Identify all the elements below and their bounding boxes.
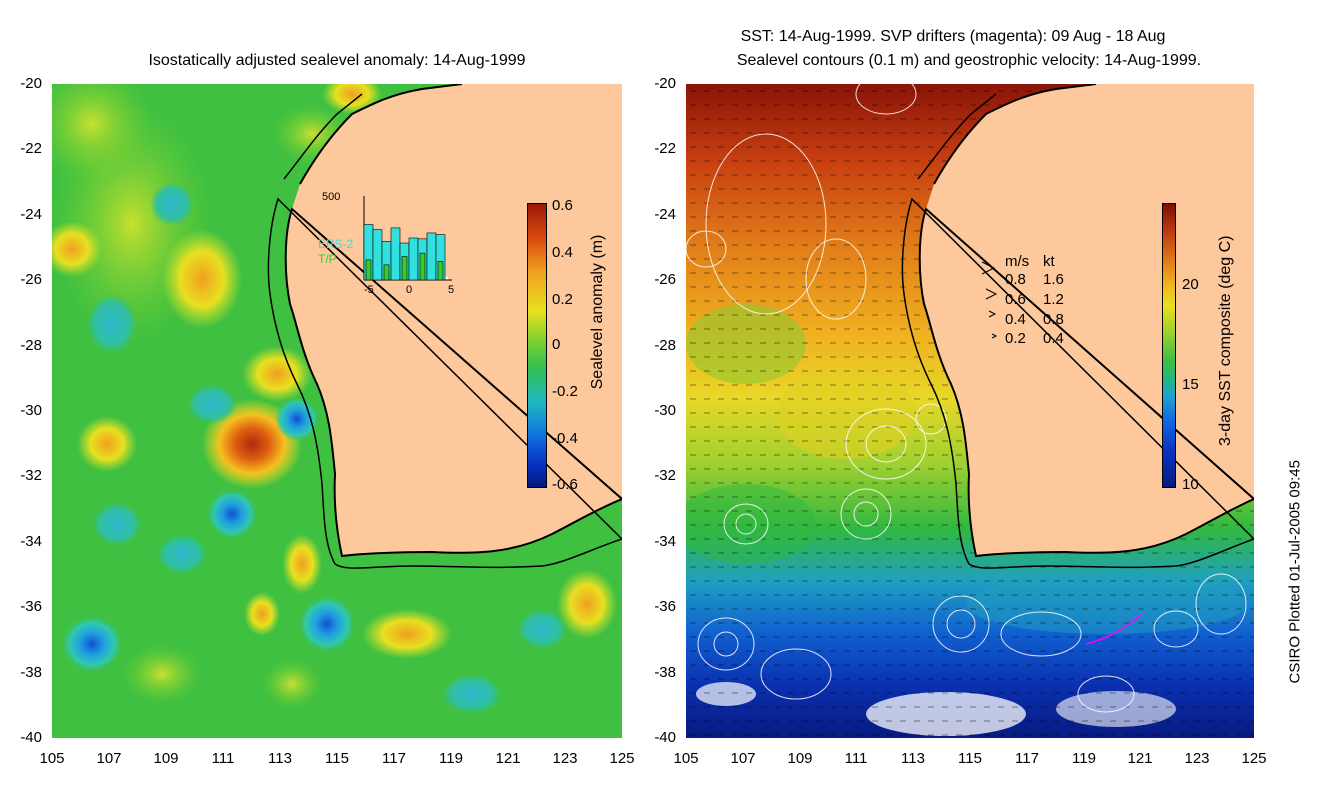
lon-tick: 121 <box>495 750 521 767</box>
histogram-bar-tp <box>401 256 408 281</box>
sealevel-colorbar-tick: -0.4 <box>552 430 578 447</box>
lon-tick: 113 <box>268 750 292 767</box>
lon-tick: 105 <box>673 750 699 767</box>
lat-tick: -30 <box>654 402 676 419</box>
lon-tick: 109 <box>153 750 179 767</box>
lat-tick: -28 <box>20 337 42 354</box>
lon-tick: 123 <box>552 750 578 767</box>
lon-tick: 111 <box>844 750 868 767</box>
sealevel-colorbar-tick: 0.6 <box>552 197 573 214</box>
histogram-bar-ers2 <box>426 232 437 281</box>
lon-tick: 107 <box>96 750 122 767</box>
sealevel-colorbar-label: Sealevel anomaly (m) <box>589 234 606 390</box>
left-map-title: Isostatically adjusted sealevel anomaly:… <box>148 52 526 69</box>
lat-tick: -24 <box>20 206 42 223</box>
sealevel-colorbar-tick: 0.4 <box>552 244 573 261</box>
lon-tick: 111 <box>211 750 235 767</box>
lat-tick: -38 <box>654 664 676 681</box>
velocity-legend-kt: 1.6 <box>1043 271 1064 288</box>
velocity-legend-kt: 1.2 <box>1043 291 1064 308</box>
sst-colorbar-tick: 20 <box>1182 276 1199 293</box>
lat-tick: -22 <box>654 140 676 157</box>
right-map-title-line2: Sealevel contours (0.1 m) and geostrophi… <box>736 52 1202 69</box>
lon-tick: 113 <box>901 750 925 767</box>
lon-tick: 107 <box>730 750 756 767</box>
lon-tick: 109 <box>787 750 813 767</box>
lon-tick: 117 <box>382 750 406 767</box>
plot-credit: CSIRO Plotted 01-Jul-2005 09:45 <box>1286 460 1304 684</box>
lon-tick: 123 <box>1184 750 1210 767</box>
lat-tick: -34 <box>20 533 42 550</box>
sst-colorbar-tick: 10 <box>1182 476 1199 493</box>
sealevel-colorbar-tick: 0 <box>552 336 561 353</box>
lon-tick: 119 <box>439 750 463 767</box>
lat-tick: -30 <box>20 402 42 419</box>
sst-colorbar <box>1162 203 1176 488</box>
histogram-legend-tp: T/P <box>318 252 337 266</box>
velocity-legend-kt: 0.8 <box>1043 311 1064 328</box>
velocity-legend-header-ms: m/s <box>1005 253 1030 270</box>
velocity-legend-ms: 0.2 <box>1005 330 1026 347</box>
histogram-bar-tp <box>365 259 372 281</box>
lon-tick: 105 <box>39 750 65 767</box>
lat-tick: -36 <box>654 598 676 615</box>
lat-tick: -20 <box>20 75 42 92</box>
lat-tick: -38 <box>20 664 42 681</box>
sst-colorbar-tick: 15 <box>1182 376 1199 393</box>
lat-tick: -32 <box>20 467 42 484</box>
lon-tick: 117 <box>1015 750 1039 767</box>
lon-tick: 115 <box>958 750 982 767</box>
lat-tick: -26 <box>20 271 42 288</box>
histogram-bar-ers2 <box>372 229 383 281</box>
altimeter-histogram <box>363 196 452 281</box>
lat-tick: -22 <box>20 140 42 157</box>
velocity-legend-arrows <box>981 261 998 339</box>
histogram-xtick: -5 <box>364 284 374 296</box>
lat-tick: -36 <box>20 598 42 615</box>
velocity-legend-header-kt: kt <box>1043 253 1055 270</box>
histogram-bar-tp <box>437 261 444 281</box>
sealevel-colorbar <box>527 203 547 488</box>
lon-tick: 125 <box>609 750 635 767</box>
sealevel-colorbar-tick: -0.6 <box>552 476 578 493</box>
velocity-legend-ms: 0.4 <box>1005 311 1026 328</box>
histogram-xtick: 0 <box>406 284 413 296</box>
sealevel-colorbar-tick: 0.2 <box>552 291 573 308</box>
sealevel-colorbar-tick: -0.2 <box>552 383 578 400</box>
sst-map <box>686 84 1254 738</box>
lat-tick: -28 <box>654 337 676 354</box>
histogram-legend-ers2: ERS-2 <box>318 237 354 251</box>
lat-tick: -40 <box>20 729 42 746</box>
velocity-legend-kt: 0.4 <box>1043 330 1064 347</box>
lat-tick: -26 <box>654 271 676 288</box>
lat-tick: -24 <box>654 206 676 223</box>
lon-tick: 121 <box>1127 750 1153 767</box>
histogram-bar-tp <box>419 252 426 281</box>
histogram-xtick: 5 <box>448 284 455 296</box>
histogram-bar-ers2 <box>390 227 401 281</box>
lat-tick: -40 <box>654 729 676 746</box>
lat-tick: -32 <box>654 467 676 484</box>
lon-tick: 119 <box>1072 750 1096 767</box>
velocity-legend-ms: 0.8 <box>1005 271 1026 288</box>
histogram-bar-tp <box>383 264 390 281</box>
histogram-ymax-label: 500 <box>322 191 341 203</box>
right-map-title-line1: SST: 14-Aug-1999. SVP drifters (magenta)… <box>740 28 1166 45</box>
lat-tick: -20 <box>654 75 676 92</box>
histogram-bar-ers2 <box>408 237 419 281</box>
sst-colorbar-label: 3-day SST composite (deg C) <box>1217 235 1234 446</box>
lon-tick: 115 <box>325 750 349 767</box>
lon-tick: 125 <box>1241 750 1267 767</box>
lat-tick: -34 <box>654 533 676 550</box>
velocity-legend-ms: 0.6 <box>1005 291 1026 308</box>
